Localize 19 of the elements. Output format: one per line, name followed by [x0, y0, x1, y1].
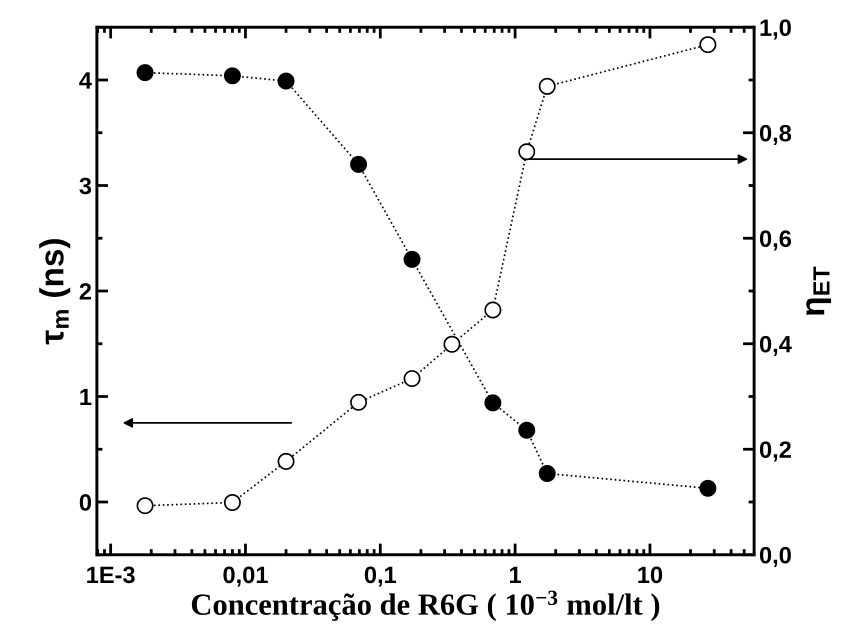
y2-tick-label: 0,2	[760, 441, 791, 462]
x-tick-label: 1	[510, 566, 522, 583]
y2-tick-label: 0,6	[760, 230, 791, 250]
y-tick-label: 3	[79, 178, 92, 194]
y2-tick-label: 0,0	[760, 546, 791, 567]
y2-tick-label: 0,4	[760, 336, 792, 356]
y2-tick-label: 0,8	[760, 124, 792, 145]
x-tick-label: 0,01	[223, 566, 268, 587]
x-tick-label: 0,1	[364, 566, 396, 587]
y2-tick-label: 1,0	[760, 19, 791, 40]
y-axis-title: τ$_{m}$ (ns)	[39, 239, 70, 344]
y-tick-label: 0	[80, 494, 92, 511]
x-tick-label: 1E-3	[87, 566, 135, 584]
y2-axis-title: η$_{ET}$	[806, 266, 832, 316]
y-tick-label: 1	[80, 388, 92, 406]
y-tick-label: 2	[80, 283, 92, 300]
x-axis-title: Concentração de R6G ( 10$^{−3}$ mol/lt )	[192, 590, 660, 622]
y-tick-label: 4	[79, 72, 92, 89]
x-tick-label: 10	[638, 566, 662, 584]
